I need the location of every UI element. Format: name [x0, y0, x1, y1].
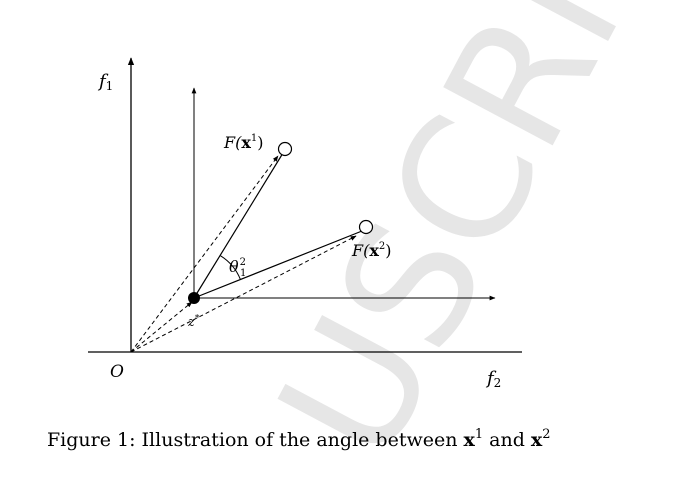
- angle-label: θ2 1: [229, 257, 246, 279]
- point1-label: F(x1): [223, 133, 264, 152]
- vector-to-point1: [193, 152, 284, 299]
- dashed-origin-to-point2: [130, 235, 357, 353]
- watermark: USCRIPT: [241, 0, 689, 480]
- dashed-origin-to-point1: [130, 155, 279, 353]
- axis-f1-label: f1: [97, 71, 113, 93]
- ref-point-label: z*: [187, 314, 200, 330]
- point-F-x1: [277, 141, 293, 157]
- dashed-origin-to-z: [130, 301, 193, 353]
- point-F-x2: [358, 219, 374, 235]
- point2-label: F(x2): [351, 241, 392, 260]
- vector-to-point2: [193, 230, 363, 299]
- watermark-text: USCRIPT: [241, 0, 689, 480]
- reference-point-z: [188, 292, 200, 304]
- angle-arc: [220, 255, 241, 280]
- axis-f2-label: f2: [485, 368, 501, 390]
- figure-caption: Figure 1: Illustration of the angle betw…: [47, 427, 551, 451]
- origin-label: O: [110, 362, 124, 382]
